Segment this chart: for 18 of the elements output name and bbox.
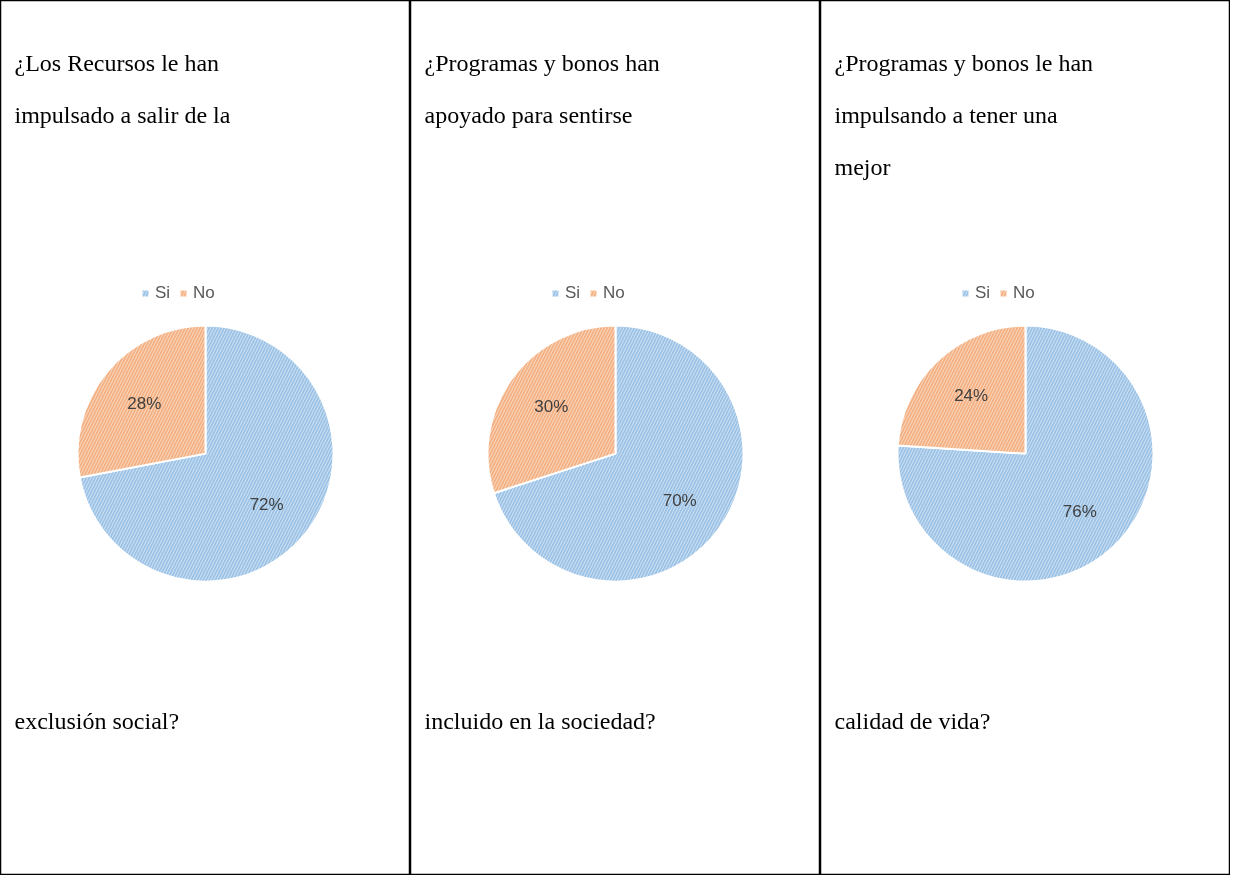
legend-label: No [193,283,215,304]
data-label: 70% [662,490,697,510]
data-label: 30% [534,397,569,417]
text: calidad de vida? [834,707,991,734]
text: incluido en la sociedad? [424,707,656,734]
legend-label: No [603,283,625,304]
data-label: 28% [127,393,162,413]
chart-title: ¿Programas y bonos han apoyado para sentirse [424,49,660,128]
chart-title: ¿Los Recursos le han impulsado a salir de la [14,49,231,128]
legend-label: No [1013,283,1035,304]
data-label: 76% [1062,501,1097,521]
legend-label: Si [565,283,582,304]
data-label: 72% [249,494,284,514]
chart-title: ¿Programas y bonos le han impulsando a tener una mejor [834,49,1094,180]
data-label: 24% [954,386,989,406]
legend-label: Si [975,283,992,304]
text: exclusión social? [14,707,180,734]
legend-label: Si [155,283,172,304]
